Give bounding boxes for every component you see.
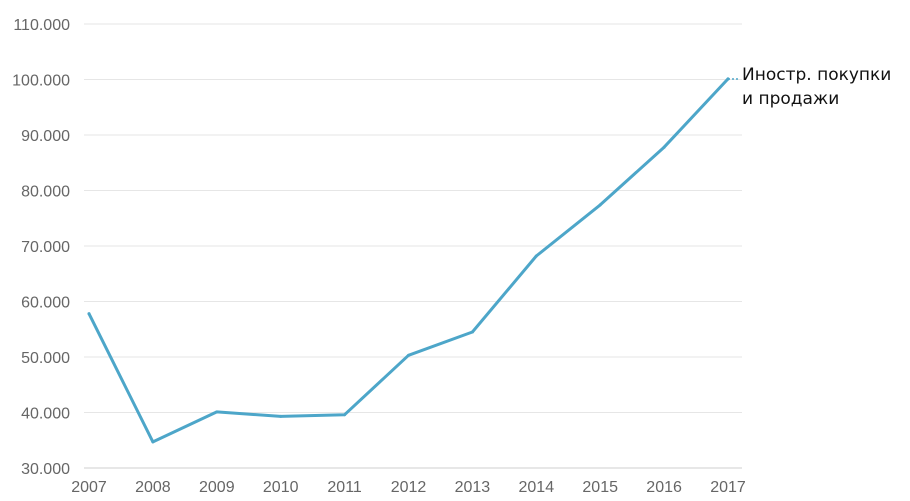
x-tick-label: 2009 xyxy=(199,479,235,496)
data-point xyxy=(726,77,730,81)
y-tick-label: 110.000 xyxy=(13,17,70,34)
y-axis-tick-labels: 30.000 40.000 50.000 60.000 70.000 80.000 90.0… xyxy=(12,17,70,478)
x-tick-label: 2008 xyxy=(135,479,171,496)
y-tick-label: 30.000 xyxy=(21,461,70,478)
grid-lines xyxy=(84,23,742,469)
series-line xyxy=(87,77,730,444)
data-point xyxy=(662,145,666,149)
data-point xyxy=(598,203,602,207)
series-label-line-2: и продажи xyxy=(742,89,839,109)
x-axis-tick-labels: 2007 2008 2009 2010 2011 2012 2013 2014 2015 2016… xyxy=(71,479,746,496)
data-point xyxy=(151,440,155,444)
data-point xyxy=(534,254,538,258)
y-tick-label: 90.000 xyxy=(21,128,70,145)
x-tick-label: 2017 xyxy=(710,479,746,496)
series-group xyxy=(87,77,738,444)
y-tick-label: 100.000 xyxy=(12,73,70,90)
x-tick-label: 2013 xyxy=(455,479,491,496)
data-point xyxy=(470,330,474,334)
x-tick-label: 2015 xyxy=(582,479,618,496)
data-point xyxy=(215,410,219,414)
x-tick-label: 2010 xyxy=(263,479,299,496)
y-tick-label: 70.000 xyxy=(21,239,70,256)
x-tick-label: 2014 xyxy=(519,479,555,496)
x-tick-label: 2012 xyxy=(391,479,427,496)
x-tick-label: 2011 xyxy=(327,479,362,496)
y-tick-label: 80.000 xyxy=(21,184,70,201)
data-point xyxy=(343,413,347,417)
series-label-line-1: Иностр. покупки xyxy=(742,65,891,85)
y-tick-label: 40.000 xyxy=(21,406,70,423)
data-point xyxy=(279,414,283,418)
data-point xyxy=(87,312,91,316)
y-tick-label: 60.000 xyxy=(21,295,70,312)
x-tick-label: 2016 xyxy=(646,479,682,496)
data-point xyxy=(407,353,410,357)
x-tick-label: 2007 xyxy=(71,479,107,496)
y-tick-label: 50.000 xyxy=(21,350,70,367)
